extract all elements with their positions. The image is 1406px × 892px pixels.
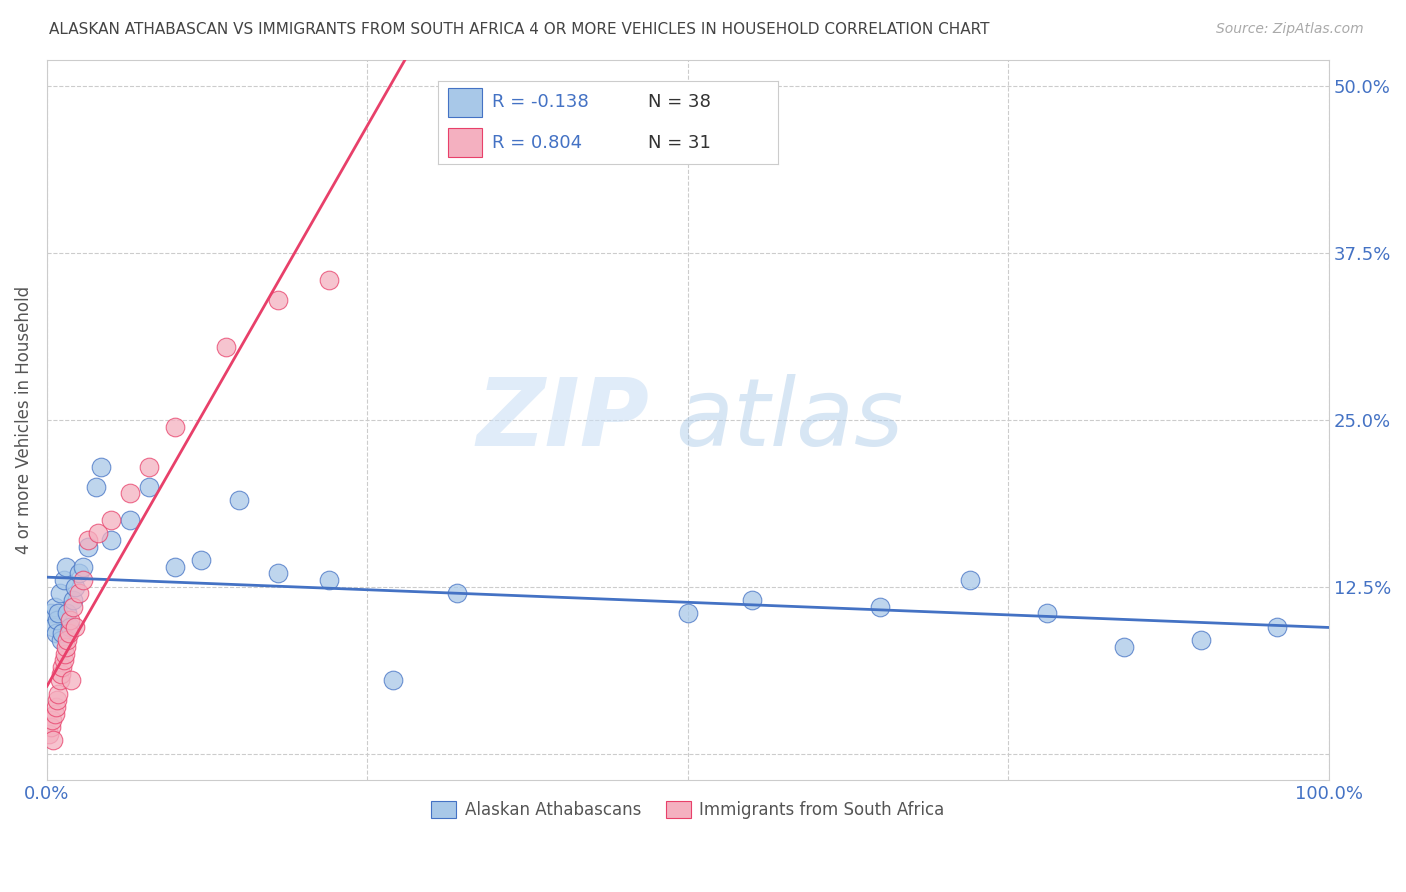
Point bbox=[90, 459, 112, 474]
Point bbox=[51, 660, 73, 674]
Point bbox=[45, 699, 67, 714]
Point bbox=[318, 573, 340, 587]
Point bbox=[56, 633, 79, 648]
Point bbox=[63, 580, 86, 594]
Point bbox=[165, 559, 187, 574]
Point bbox=[55, 640, 77, 654]
Text: Source: ZipAtlas.com: Source: ZipAtlas.com bbox=[1216, 22, 1364, 37]
Point bbox=[228, 493, 250, 508]
Point bbox=[382, 673, 405, 688]
Point bbox=[48, 687, 70, 701]
Point bbox=[190, 553, 212, 567]
Point bbox=[120, 486, 142, 500]
Point bbox=[59, 620, 82, 634]
Point bbox=[676, 607, 699, 621]
Point bbox=[49, 633, 72, 648]
Point bbox=[1189, 633, 1212, 648]
Point bbox=[869, 599, 891, 614]
Point bbox=[44, 599, 66, 614]
Point bbox=[63, 620, 86, 634]
Point bbox=[58, 626, 80, 640]
Y-axis label: 4 or more Vehicles in Household: 4 or more Vehicles in Household bbox=[15, 286, 32, 554]
Point bbox=[52, 653, 75, 667]
Point bbox=[100, 513, 122, 527]
Point bbox=[67, 586, 90, 600]
Point bbox=[42, 620, 65, 634]
Legend: Alaskan Athabascans, Immigrants from South Africa: Alaskan Athabascans, Immigrants from Sou… bbox=[425, 795, 950, 826]
Point bbox=[165, 419, 187, 434]
Point bbox=[741, 593, 763, 607]
Point bbox=[138, 459, 160, 474]
Point bbox=[48, 586, 70, 600]
Point bbox=[42, 733, 65, 747]
Point bbox=[38, 726, 60, 740]
Point bbox=[318, 273, 340, 287]
Point bbox=[39, 607, 62, 621]
Point bbox=[72, 573, 94, 587]
Point bbox=[41, 713, 63, 727]
Point bbox=[1112, 640, 1135, 654]
Point bbox=[84, 480, 107, 494]
Point bbox=[46, 613, 69, 627]
Point bbox=[959, 573, 981, 587]
Point bbox=[72, 559, 94, 574]
Point bbox=[56, 607, 79, 621]
Point bbox=[39, 720, 62, 734]
Point bbox=[49, 666, 72, 681]
Point bbox=[1267, 620, 1289, 634]
Point bbox=[138, 480, 160, 494]
Point bbox=[77, 540, 100, 554]
Point bbox=[48, 673, 70, 688]
Point bbox=[67, 566, 90, 581]
Point bbox=[55, 559, 77, 574]
Point bbox=[45, 626, 67, 640]
Point bbox=[53, 647, 76, 661]
Point bbox=[100, 533, 122, 547]
Point bbox=[266, 566, 288, 581]
Point bbox=[120, 513, 142, 527]
Point bbox=[77, 533, 100, 547]
Point bbox=[62, 593, 84, 607]
Point bbox=[52, 573, 75, 587]
Point bbox=[46, 693, 69, 707]
Text: ZIP: ZIP bbox=[477, 374, 650, 466]
Point bbox=[51, 626, 73, 640]
Point bbox=[1035, 607, 1057, 621]
Point bbox=[48, 607, 70, 621]
Point bbox=[44, 706, 66, 721]
Text: atlas: atlas bbox=[675, 375, 903, 466]
Point bbox=[266, 293, 288, 307]
Point bbox=[60, 673, 83, 688]
Point bbox=[62, 599, 84, 614]
Point bbox=[215, 340, 238, 354]
Point bbox=[446, 586, 468, 600]
Text: ALASKAN ATHABASCAN VS IMMIGRANTS FROM SOUTH AFRICA 4 OR MORE VEHICLES IN HOUSEHO: ALASKAN ATHABASCAN VS IMMIGRANTS FROM SO… bbox=[49, 22, 990, 37]
Point bbox=[59, 613, 82, 627]
Point bbox=[87, 526, 110, 541]
